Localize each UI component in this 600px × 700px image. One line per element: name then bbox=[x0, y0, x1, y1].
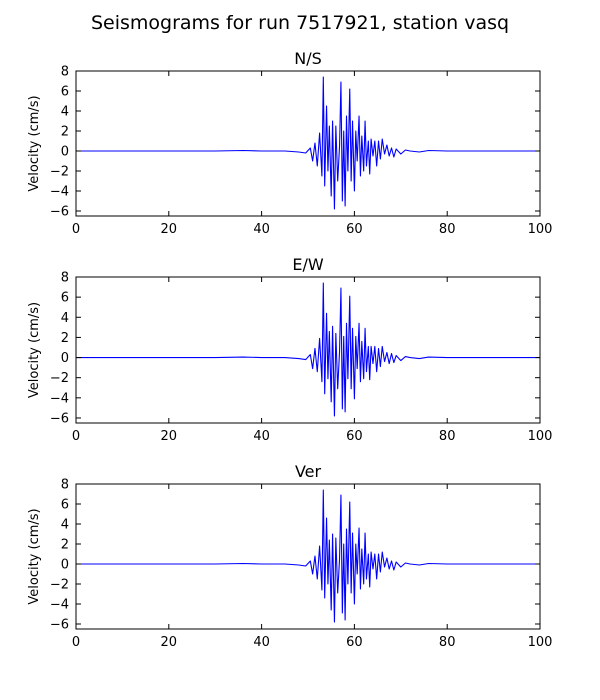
x-tick-label: 0 bbox=[72, 635, 80, 650]
y-tick-label: −4 bbox=[50, 598, 69, 613]
y-axis-label: Velocity (cm/s) bbox=[27, 508, 42, 604]
y-tick-label: −6 bbox=[50, 618, 69, 633]
figure-title: Seismograms for run 7517921, station vas… bbox=[91, 12, 509, 34]
seismogram-trace bbox=[76, 489, 540, 623]
x-tick-label: 20 bbox=[161, 429, 178, 444]
y-tick-label: 4 bbox=[61, 518, 69, 533]
y-tick-label: −2 bbox=[50, 578, 69, 593]
x-tick-label: 40 bbox=[253, 222, 270, 237]
y-tick-label: 2 bbox=[61, 538, 69, 553]
y-tick-label: 6 bbox=[61, 498, 69, 513]
x-tick-label: 0 bbox=[72, 429, 80, 444]
y-tick-label: −2 bbox=[50, 165, 69, 180]
y-tick-label: 0 bbox=[61, 558, 69, 573]
y-tick-label: 8 bbox=[61, 478, 69, 493]
y-tick-label: 6 bbox=[61, 85, 69, 100]
axes-title: N/S bbox=[294, 49, 322, 68]
x-tick-label: 100 bbox=[528, 429, 553, 444]
y-tick-label: 0 bbox=[61, 351, 69, 366]
y-tick-label: −6 bbox=[50, 205, 69, 220]
x-tick-label: 60 bbox=[346, 222, 363, 237]
y-tick-label: 0 bbox=[61, 145, 69, 160]
x-tick-label: 100 bbox=[528, 222, 553, 237]
x-tick-label: 100 bbox=[528, 635, 553, 650]
axes-frame bbox=[75, 70, 541, 217]
y-axis-label: Velocity (cm/s) bbox=[27, 95, 42, 191]
axes-panel-0: N/S 0 20 40 60 80 100 −6 −4 −2 0 2 4 6 8 Velocity (cm/s… bbox=[27, 49, 552, 237]
x-tick-label: 0 bbox=[72, 222, 80, 237]
y-tick-label: −4 bbox=[50, 391, 69, 406]
axes-frame bbox=[75, 276, 541, 424]
y-tick-label: 2 bbox=[61, 331, 69, 346]
y-axis-label: Velocity (cm/s) bbox=[27, 302, 42, 398]
y-tick-label: 6 bbox=[61, 291, 69, 306]
y-tick-label: 4 bbox=[61, 311, 69, 326]
axes-panel-1: E/W 0 20 40 60 80 100 −6 −4 −2 0 2 4 6 8 Velocity (cm/s… bbox=[27, 255, 552, 444]
y-tick-label: −4 bbox=[50, 185, 69, 200]
y-tick-label: 8 bbox=[61, 65, 69, 80]
y-tick-label: 4 bbox=[61, 105, 69, 120]
x-tick-label: 60 bbox=[346, 429, 363, 444]
x-tick-label: 40 bbox=[253, 429, 270, 444]
seismogram-trace bbox=[76, 76, 540, 210]
y-tick-label: 2 bbox=[61, 125, 69, 140]
x-tick-label: 80 bbox=[439, 222, 456, 237]
x-tick-label: 80 bbox=[439, 635, 456, 650]
y-tick-label: 8 bbox=[61, 271, 69, 286]
axes-frame bbox=[75, 483, 541, 630]
axes-title: E/W bbox=[292, 255, 324, 274]
x-tick-label: 40 bbox=[253, 635, 270, 650]
x-tick-label: 20 bbox=[161, 222, 178, 237]
x-tick-label: 20 bbox=[161, 635, 178, 650]
axes-title: Ver bbox=[295, 462, 322, 481]
y-tick-label: −6 bbox=[50, 411, 69, 426]
axes-panel-2: Ver 0 20 40 60 80 100 −6 −4 −2 0 2 4 6 8 Velocity (cm/s… bbox=[27, 462, 552, 650]
x-tick-label: 60 bbox=[346, 635, 363, 650]
x-tick-label: 80 bbox=[439, 429, 456, 444]
y-tick-label: −2 bbox=[50, 371, 69, 386]
seismogram-trace bbox=[76, 282, 540, 417]
